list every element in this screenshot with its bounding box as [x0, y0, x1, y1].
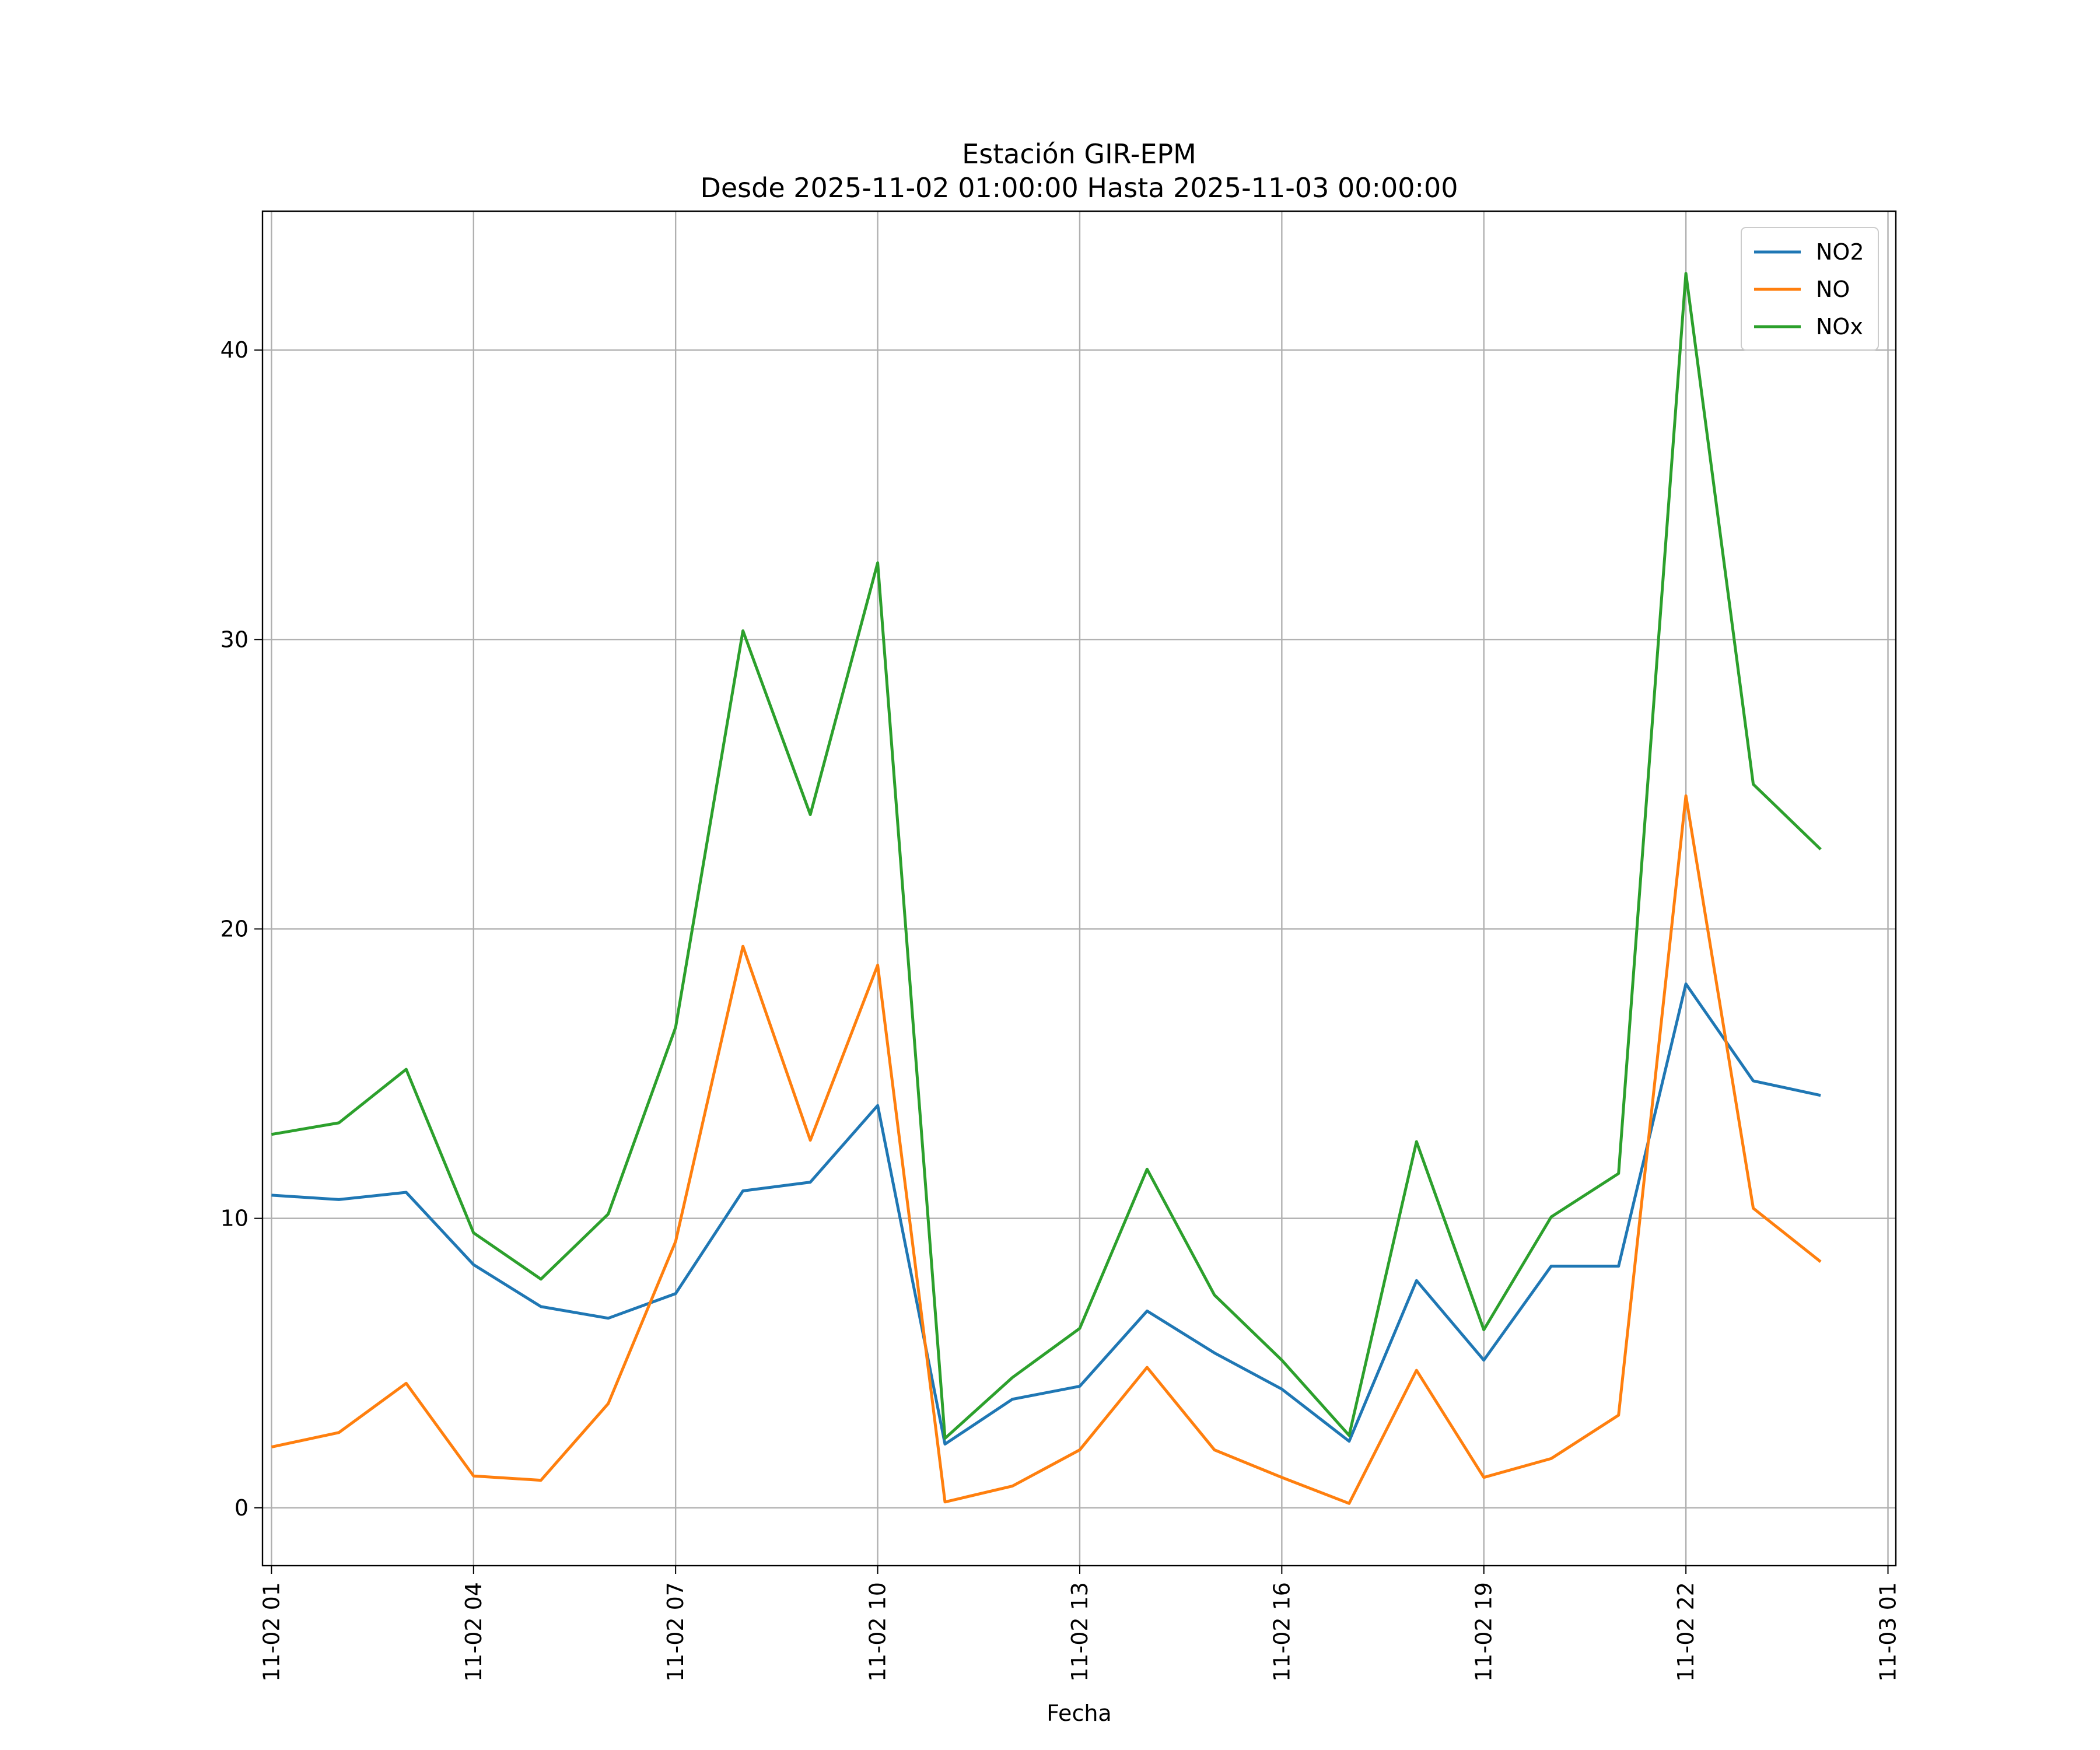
grid-lines — [262, 211, 1896, 1566]
y-tick-label: 40 — [220, 337, 249, 363]
chart-title: Estación GIR-EPM — [962, 138, 1196, 170]
x-tick-label: 11-02 10 — [865, 1582, 891, 1682]
legend-label: NO2 — [1816, 239, 1864, 265]
y-tick-label: 20 — [220, 916, 249, 942]
legend-label: NOx — [1816, 314, 1863, 340]
x-axis-label: Fecha — [1046, 1700, 1111, 1726]
x-tick-label: 11-03 01 — [1875, 1582, 1901, 1682]
x-tick-label: 11-02 19 — [1471, 1582, 1497, 1682]
y-tick-label: 30 — [220, 626, 249, 652]
y-tick-label: 0 — [235, 1495, 249, 1521]
series-lines — [271, 272, 1822, 1505]
axis-ticks: 11-02 01 11-02 04 11-02 07 11-02 10 11-02 13… — [220, 337, 1901, 1682]
legend-label: NO — [1816, 276, 1850, 302]
x-tick-label: 11-02 01 — [258, 1582, 284, 1682]
x-tick-label: 11-02 07 — [663, 1582, 688, 1682]
x-tick-label: 11-02 13 — [1067, 1582, 1093, 1682]
x-tick-label: 11-02 16 — [1269, 1582, 1294, 1682]
x-tick-label: 11-02 04 — [461, 1582, 487, 1682]
x-tick-label: 11-02 22 — [1673, 1582, 1699, 1682]
y-tick-label: 10 — [220, 1206, 249, 1231]
series-line-no2 — [271, 982, 1821, 1446]
chart-subtitle: Desde 2025-11-02 01:00:00 Hasta 2025-11-… — [700, 172, 1458, 204]
series-line-nox — [271, 272, 1822, 1440]
legend-box — [1741, 227, 1879, 351]
legend: NO2 NO NOx — [1741, 227, 1879, 351]
series-line-no — [271, 794, 1822, 1505]
